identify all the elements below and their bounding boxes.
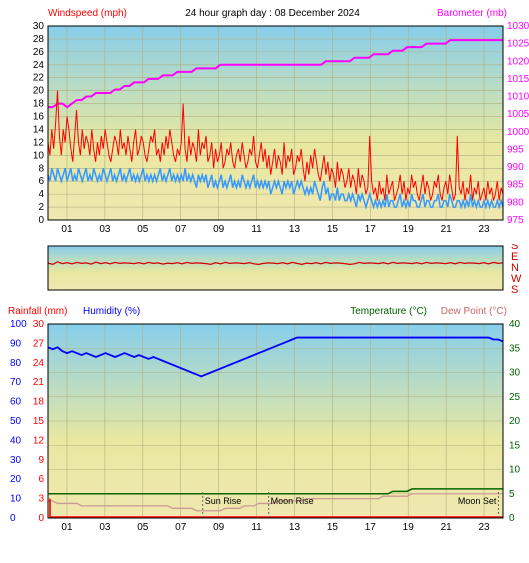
svg-text:30: 30 <box>10 455 22 466</box>
svg-text:22: 22 <box>33 73 45 84</box>
svg-text:Moon Set: Moon Set <box>458 496 497 506</box>
svg-text:60: 60 <box>10 397 22 408</box>
svg-text:0: 0 <box>10 513 16 524</box>
chart2-header: Rainfall (mm) Humidity (%) Temperature (… <box>8 306 529 320</box>
svg-text:20: 20 <box>509 416 521 427</box>
svg-text:9: 9 <box>38 455 44 466</box>
svg-text:01: 01 <box>61 224 73 235</box>
svg-text:Moon Rise: Moon Rise <box>271 496 314 506</box>
svg-text:13: 13 <box>289 522 301 533</box>
svg-text:20: 20 <box>33 86 45 97</box>
svg-text:27: 27 <box>33 338 45 349</box>
svg-text:05: 05 <box>137 522 149 533</box>
chart1-header: Windspeed (mph) 24 hour graph day : 08 D… <box>8 8 529 22</box>
dewpoint-label: Dew Point (°C) <box>441 306 507 317</box>
svg-text:S: S <box>511 284 518 296</box>
svg-text:24: 24 <box>33 60 45 71</box>
svg-text:1010: 1010 <box>507 92 529 103</box>
svg-text:03: 03 <box>99 522 111 533</box>
svg-text:30: 30 <box>33 320 45 330</box>
svg-text:35: 35 <box>509 343 521 354</box>
svg-text:15: 15 <box>327 224 339 235</box>
svg-text:21: 21 <box>33 377 45 388</box>
svg-text:0: 0 <box>38 513 44 524</box>
svg-text:8: 8 <box>38 163 44 174</box>
svg-text:2: 2 <box>38 202 44 213</box>
wind-direction-strip: SENWS <box>8 244 529 296</box>
chart-title: 24 hour graph day : 08 December 2024 <box>185 8 360 19</box>
svg-text:975: 975 <box>507 215 524 226</box>
windspeed-label: Windspeed (mph) <box>48 8 127 19</box>
svg-text:30: 30 <box>509 368 521 379</box>
svg-text:3: 3 <box>38 494 44 505</box>
svg-text:1005: 1005 <box>507 109 529 120</box>
svg-text:15: 15 <box>327 522 339 533</box>
svg-text:10: 10 <box>33 150 45 161</box>
svg-text:17: 17 <box>365 224 377 235</box>
humidity-label: Humidity (%) <box>83 306 140 317</box>
svg-text:50: 50 <box>10 416 22 427</box>
svg-text:4: 4 <box>38 189 44 200</box>
svg-text:26: 26 <box>33 47 45 58</box>
svg-text:01: 01 <box>61 522 73 533</box>
barometer-label: Barometer (mb) <box>437 8 507 19</box>
svg-text:40: 40 <box>10 435 22 446</box>
humidity-temp-chart: 0102030405060708090100036912151821242730… <box>8 320 529 542</box>
svg-text:6: 6 <box>38 474 44 485</box>
rainfall-label: Rainfall (mm) <box>8 306 67 317</box>
temperature-label: Temperature (°C) <box>350 306 427 317</box>
svg-text:0: 0 <box>509 513 515 524</box>
svg-text:14: 14 <box>33 124 45 135</box>
svg-text:980: 980 <box>507 197 524 208</box>
svg-text:18: 18 <box>33 99 45 110</box>
svg-text:1015: 1015 <box>507 74 529 85</box>
svg-text:Sun Rise: Sun Rise <box>205 496 242 506</box>
svg-text:90: 90 <box>10 338 22 349</box>
svg-text:30: 30 <box>33 22 45 32</box>
svg-text:28: 28 <box>33 34 45 45</box>
svg-text:09: 09 <box>213 522 225 533</box>
svg-text:995: 995 <box>507 144 524 155</box>
svg-text:23: 23 <box>478 522 490 533</box>
svg-text:40: 40 <box>509 320 521 330</box>
svg-text:17: 17 <box>365 522 377 533</box>
svg-text:12: 12 <box>33 137 45 148</box>
svg-text:985: 985 <box>507 180 524 191</box>
svg-text:25: 25 <box>509 392 521 403</box>
svg-text:13: 13 <box>289 224 301 235</box>
svg-text:1000: 1000 <box>507 127 529 138</box>
svg-text:19: 19 <box>403 522 415 533</box>
svg-text:5: 5 <box>509 489 515 500</box>
svg-text:07: 07 <box>175 224 187 235</box>
svg-text:0: 0 <box>38 215 44 226</box>
wind-barometer-chart: 0246810121416182022242628309759809859909… <box>8 22 529 240</box>
svg-text:6: 6 <box>38 176 44 187</box>
svg-text:18: 18 <box>33 397 45 408</box>
svg-text:990: 990 <box>507 162 524 173</box>
svg-text:1025: 1025 <box>507 39 529 50</box>
svg-text:24: 24 <box>33 358 45 369</box>
svg-text:10: 10 <box>509 465 521 476</box>
svg-text:21: 21 <box>441 522 453 533</box>
svg-text:70: 70 <box>10 377 22 388</box>
svg-text:15: 15 <box>33 416 45 427</box>
svg-text:100: 100 <box>10 320 27 330</box>
svg-text:80: 80 <box>10 358 22 369</box>
svg-text:23: 23 <box>478 224 490 235</box>
svg-text:1020: 1020 <box>507 56 529 67</box>
svg-text:15: 15 <box>509 440 521 451</box>
svg-text:07: 07 <box>175 522 187 533</box>
svg-text:11: 11 <box>251 224 262 235</box>
svg-text:03: 03 <box>99 224 111 235</box>
svg-text:10: 10 <box>10 494 22 505</box>
svg-text:1030: 1030 <box>507 22 529 32</box>
svg-text:19: 19 <box>403 224 415 235</box>
svg-text:12: 12 <box>33 435 45 446</box>
svg-text:09: 09 <box>213 224 225 235</box>
svg-text:05: 05 <box>137 224 149 235</box>
svg-text:16: 16 <box>33 112 45 123</box>
svg-text:21: 21 <box>441 224 453 235</box>
svg-text:11: 11 <box>251 522 262 533</box>
svg-text:20: 20 <box>10 474 22 485</box>
